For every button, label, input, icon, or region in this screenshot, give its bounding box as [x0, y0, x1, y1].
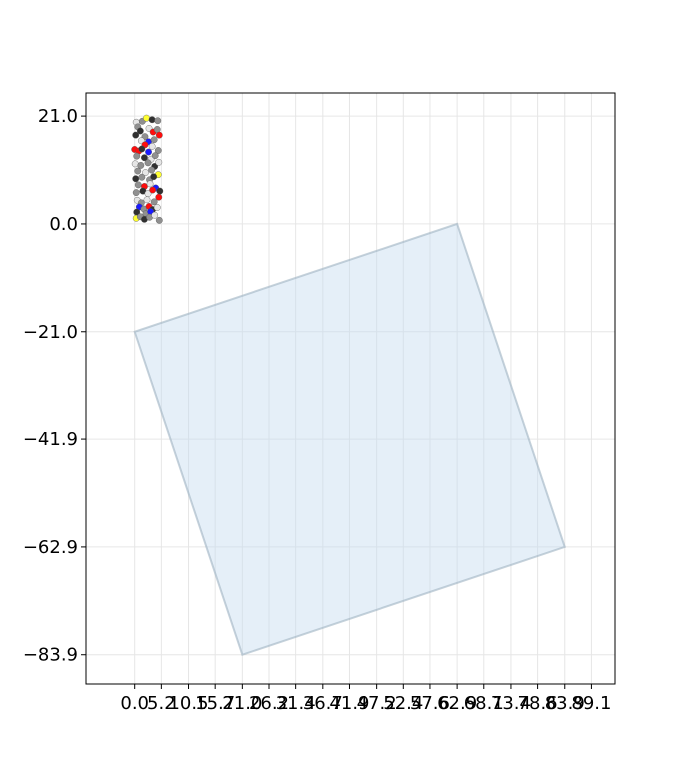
atom-point [150, 198, 158, 206]
atom-point [143, 114, 150, 122]
atom-point [132, 175, 140, 183]
atom-point [146, 180, 154, 188]
atom-point [151, 152, 159, 160]
x-tick-label: 31.4 [276, 693, 316, 714]
atom-point [150, 173, 158, 181]
x-tick-label: 36.7 [303, 693, 343, 714]
atom-point [150, 136, 158, 144]
atom-point [145, 148, 152, 156]
atom-point [131, 160, 139, 168]
x-tick-label: 62.9 [437, 693, 477, 714]
atom-point [156, 187, 164, 195]
atom-point [148, 116, 156, 124]
y-tick-label: 21.0 [38, 106, 78, 127]
atom-point [133, 152, 141, 160]
x-tick-label: 15.7 [195, 693, 235, 714]
plot-frame [85, 92, 616, 685]
atom-point [155, 131, 163, 139]
atom-point [141, 154, 148, 162]
polygon-layer [133, 222, 567, 656]
atom-point [154, 147, 162, 154]
x-tick-label: 68.1 [464, 693, 504, 714]
atom-point [155, 216, 163, 224]
y-tick-label: 0.0 [49, 214, 78, 235]
x-tick-label: 0.0 [120, 693, 149, 714]
atom-point [149, 186, 157, 194]
atom-point [144, 159, 152, 167]
atom-point [153, 204, 161, 211]
x-tick-label: 47.2 [357, 693, 397, 714]
ticks-layer [81, 115, 592, 689]
x-tick-label: 89.1 [571, 693, 611, 714]
grid-layer [86, 93, 615, 684]
atom-point [138, 173, 146, 181]
y-tick-label: −62.9 [23, 537, 78, 558]
atom-point [138, 145, 146, 153]
atom-point [134, 181, 142, 189]
y-tick-label: −21.0 [23, 322, 78, 343]
atom-point [132, 189, 140, 197]
points-layer [131, 114, 164, 224]
atom-point [155, 158, 163, 166]
x-tick-label: 78.6 [518, 693, 558, 714]
atom-point [155, 193, 163, 201]
atom-point [143, 196, 151, 204]
x-tick-label: 5.2 [147, 693, 176, 714]
atom-point [153, 126, 161, 133]
x-tick-label: 21.0 [222, 693, 262, 714]
y-tick-label: −83.9 [23, 645, 78, 666]
atom-point [148, 143, 156, 150]
y-tick-label: −41.9 [23, 429, 78, 450]
atom-point [134, 167, 142, 175]
atom-point [154, 117, 162, 125]
atom-point [132, 131, 140, 139]
tick-labels-layer: 0.05.210.515.721.026.231.436.741.947.252… [23, 106, 612, 714]
atom-point [137, 161, 145, 169]
x-tick-label: 73.4 [491, 693, 531, 714]
atom-point [148, 166, 156, 174]
unit-cell-polygon [133, 222, 567, 656]
x-tick-label: 26.2 [249, 693, 289, 714]
x-tick-label: 52.4 [383, 693, 423, 714]
x-tick-label: 10.5 [168, 693, 208, 714]
atom-point [142, 169, 149, 176]
atom-point [151, 211, 159, 219]
x-tick-label: 57.6 [410, 693, 450, 714]
x-tick-label: 41.9 [329, 693, 369, 714]
atom-point [136, 127, 144, 135]
x-tick-label: 83.9 [545, 693, 585, 714]
